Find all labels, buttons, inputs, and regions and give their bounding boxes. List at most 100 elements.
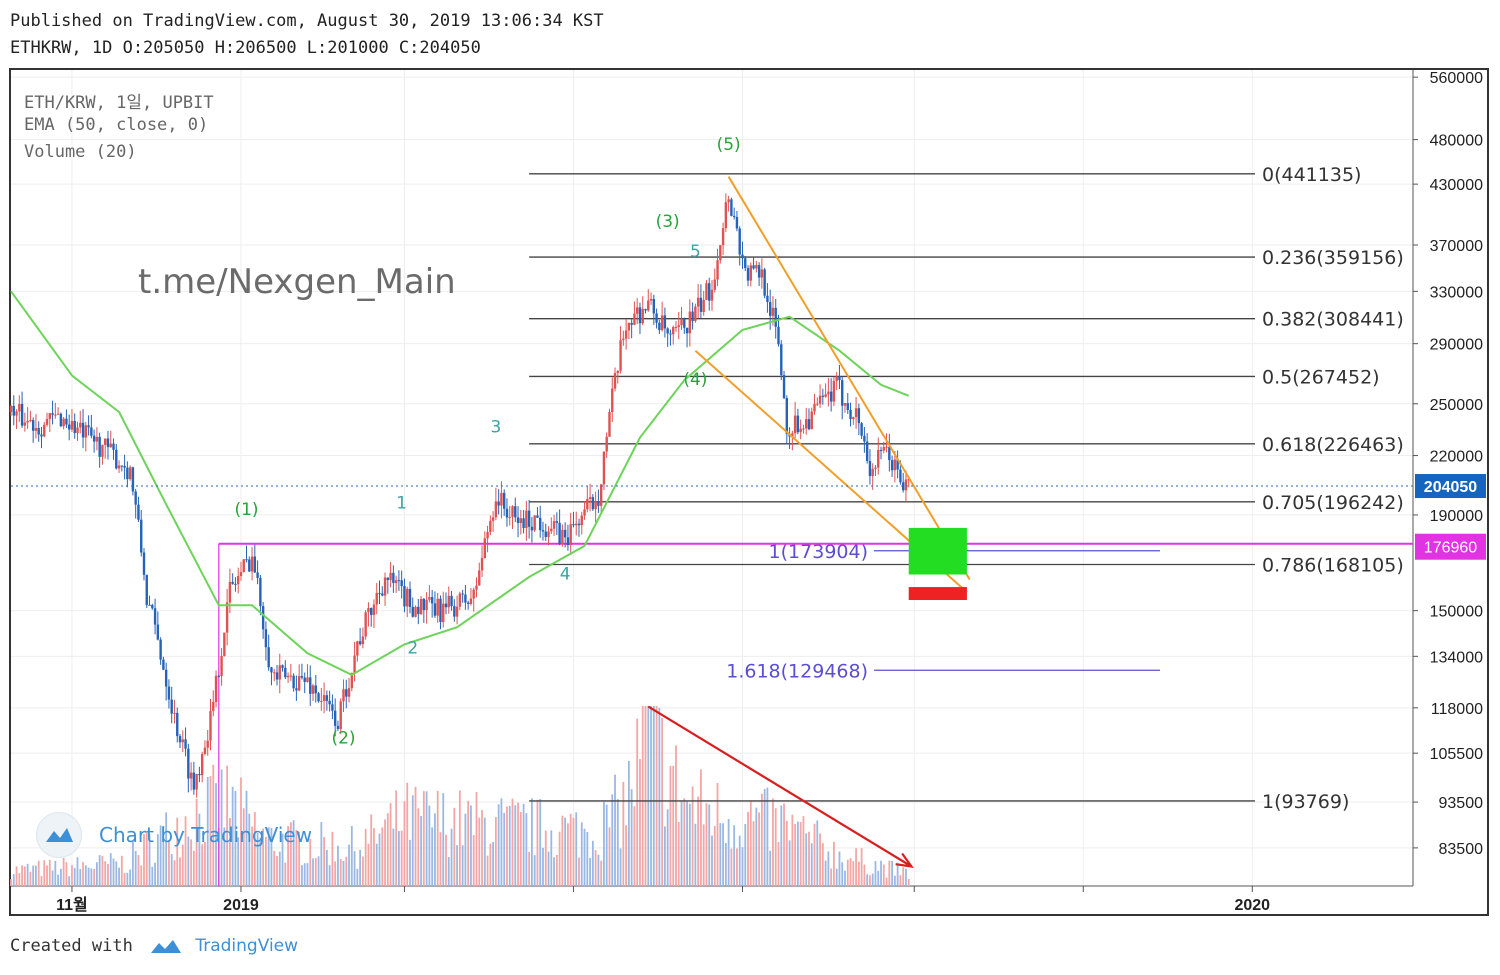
volume-bar xyxy=(813,823,816,886)
candle-body xyxy=(51,413,54,415)
candle-body xyxy=(483,538,486,558)
candle-body xyxy=(744,258,747,269)
volume-bar xyxy=(578,857,580,886)
volume-bar xyxy=(309,838,312,886)
candle-body xyxy=(730,199,733,216)
volume-bar xyxy=(600,860,603,886)
volume-bar xyxy=(148,834,151,886)
chart-frame[interactable] xyxy=(9,68,1489,916)
volume-bar xyxy=(893,875,896,886)
candle-body xyxy=(347,688,351,697)
candle-body xyxy=(649,298,653,301)
candle-body xyxy=(59,413,63,427)
candle-body xyxy=(23,422,27,426)
volume-bar xyxy=(852,861,855,886)
footer-brand-link[interactable]: TradingView xyxy=(195,936,299,956)
candle-body xyxy=(569,524,572,546)
volume-bar xyxy=(589,857,591,886)
volume-bar xyxy=(386,813,389,886)
volume-bar xyxy=(112,858,115,886)
candle-body xyxy=(741,254,744,259)
candle-body xyxy=(256,572,259,578)
volume-bar xyxy=(107,864,109,886)
y-tick-label: 330000 xyxy=(1430,284,1483,301)
candle-body xyxy=(253,556,257,573)
volume-bar xyxy=(639,759,641,886)
volume-bar xyxy=(486,855,489,886)
last-price-tag-label: 204050 xyxy=(1424,479,1477,496)
volume-bar xyxy=(68,876,71,886)
volume-bar xyxy=(398,831,400,886)
candle-body xyxy=(868,461,872,477)
volume-bar xyxy=(195,798,198,886)
candle-body xyxy=(275,672,279,680)
candle-body xyxy=(752,265,755,269)
volume-bar xyxy=(251,826,253,886)
volume-bar xyxy=(652,706,655,886)
volume-bar xyxy=(206,776,209,886)
volume-bar xyxy=(223,827,226,886)
candle-body xyxy=(901,482,905,491)
candle-body xyxy=(746,268,750,281)
fib-level-label: 0.236(359156) xyxy=(1262,247,1404,269)
volume-bar xyxy=(378,833,381,886)
volume-bar xyxy=(409,839,411,886)
candle-body xyxy=(12,405,15,416)
candle-body xyxy=(109,443,112,448)
candle-body xyxy=(394,580,398,584)
candle-body xyxy=(472,589,475,599)
y-tick-label: 105500 xyxy=(1430,746,1483,763)
candle-body xyxy=(128,467,132,480)
tradingview-logo-icon[interactable] xyxy=(36,812,82,858)
candle-body xyxy=(846,403,849,410)
volume-bar xyxy=(204,841,206,886)
candle-body xyxy=(527,510,531,527)
candle-body xyxy=(799,428,802,433)
candle-body xyxy=(170,699,173,714)
candle-body xyxy=(367,607,370,613)
candle-body xyxy=(212,701,215,711)
x-tick-label: 2020 xyxy=(1234,897,1270,914)
candle-body xyxy=(176,712,179,737)
candle-body xyxy=(184,739,187,749)
candle-body xyxy=(660,315,664,331)
candle-body xyxy=(126,467,129,480)
candle-body xyxy=(314,685,317,694)
candle-body xyxy=(67,424,71,430)
candle-body xyxy=(134,491,137,505)
volume-bar xyxy=(10,879,12,886)
volume-bar xyxy=(328,865,331,886)
volume-bar xyxy=(722,823,724,886)
candle-body xyxy=(683,319,686,328)
volume-bar xyxy=(59,868,62,886)
candle-body xyxy=(777,326,780,345)
volume-bar xyxy=(48,859,51,886)
volume-bar xyxy=(458,790,461,886)
footer: Created with TradingView xyxy=(10,936,298,956)
volume-bar xyxy=(165,812,168,886)
candle-body xyxy=(81,422,85,438)
candle-body xyxy=(793,415,797,434)
volume-bar xyxy=(833,841,835,886)
candle-body xyxy=(9,405,13,412)
volume-bar xyxy=(627,760,630,886)
candle-body xyxy=(807,419,811,430)
candle-body xyxy=(40,434,43,437)
volume-bar xyxy=(672,765,675,886)
candle-body xyxy=(641,308,644,324)
volume-bar xyxy=(616,799,619,886)
volume-bar xyxy=(132,841,134,886)
volume-bar xyxy=(256,832,259,886)
volume-bar xyxy=(694,823,697,886)
candle-body xyxy=(90,427,93,436)
volume-bar xyxy=(769,850,772,886)
chart-by-tradingview-link[interactable]: Chart by TradingView xyxy=(99,823,313,847)
volume-bar xyxy=(808,831,810,886)
volume-bar xyxy=(245,790,248,886)
candle-body xyxy=(696,297,700,307)
y-tick-label: 118000 xyxy=(1431,701,1483,718)
volume-bar xyxy=(705,803,708,886)
candle-body xyxy=(234,583,237,585)
candle-body xyxy=(533,515,536,531)
